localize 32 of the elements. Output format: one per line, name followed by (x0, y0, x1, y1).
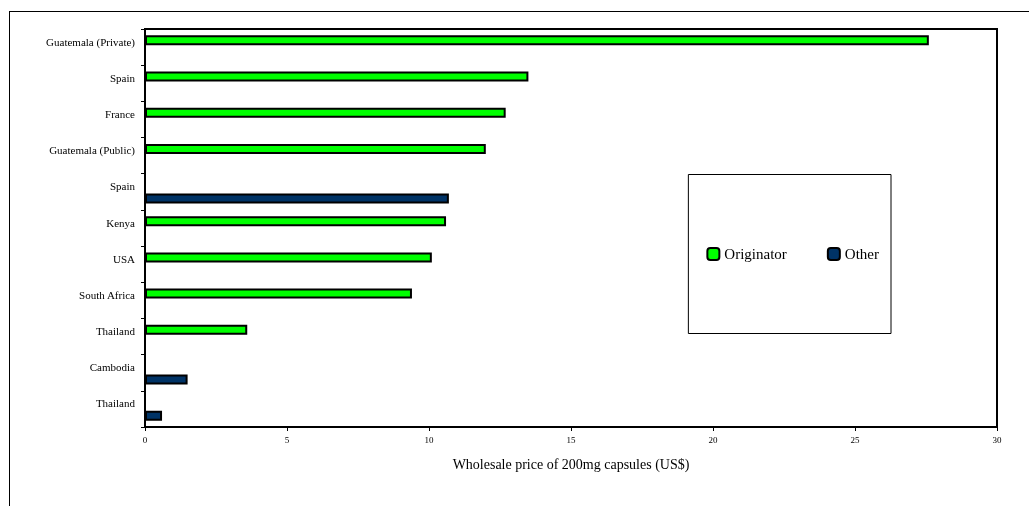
y-tick-label: Spain (109, 71, 136, 84)
bar (145, 71, 529, 82)
y-tick-label: Thailand (95, 397, 136, 410)
bar (145, 324, 248, 335)
x-tick-label: 5 (284, 434, 290, 445)
y-tick-label: France (105, 107, 136, 120)
bar (145, 143, 486, 154)
legend-label: Other (844, 246, 879, 262)
y-tick-label: Guatemala (Public) (49, 144, 136, 158)
y-tick-label: Thailand (95, 325, 136, 338)
y-tick-label: Guatemala (Private) (46, 35, 136, 49)
legend-label: Originator (724, 246, 787, 262)
x-tick-label: 30 (992, 434, 1002, 445)
bar (145, 193, 449, 204)
y-tick-label: Cambodia (89, 361, 136, 374)
y-tick-label: Spain (109, 180, 136, 193)
y-tick-label: USA (112, 252, 136, 265)
x-axis-title: Wholesale price of 200mg capsules (US$) (452, 456, 690, 473)
bar (145, 35, 929, 46)
bar (145, 216, 447, 227)
x-tick-label: 20 (708, 434, 718, 445)
x-tick-label: 15 (566, 434, 576, 445)
x-tick-label: 10 (424, 434, 434, 445)
bar (145, 288, 412, 299)
y-tick-label: Kenya (106, 216, 136, 229)
bar (145, 410, 163, 421)
bar (145, 252, 432, 263)
bar (145, 374, 188, 385)
x-tick-label: 25 (850, 434, 860, 445)
y-tick-label: South Africa (79, 288, 136, 301)
bar (145, 107, 506, 118)
x-tick-label: 0 (142, 434, 148, 445)
